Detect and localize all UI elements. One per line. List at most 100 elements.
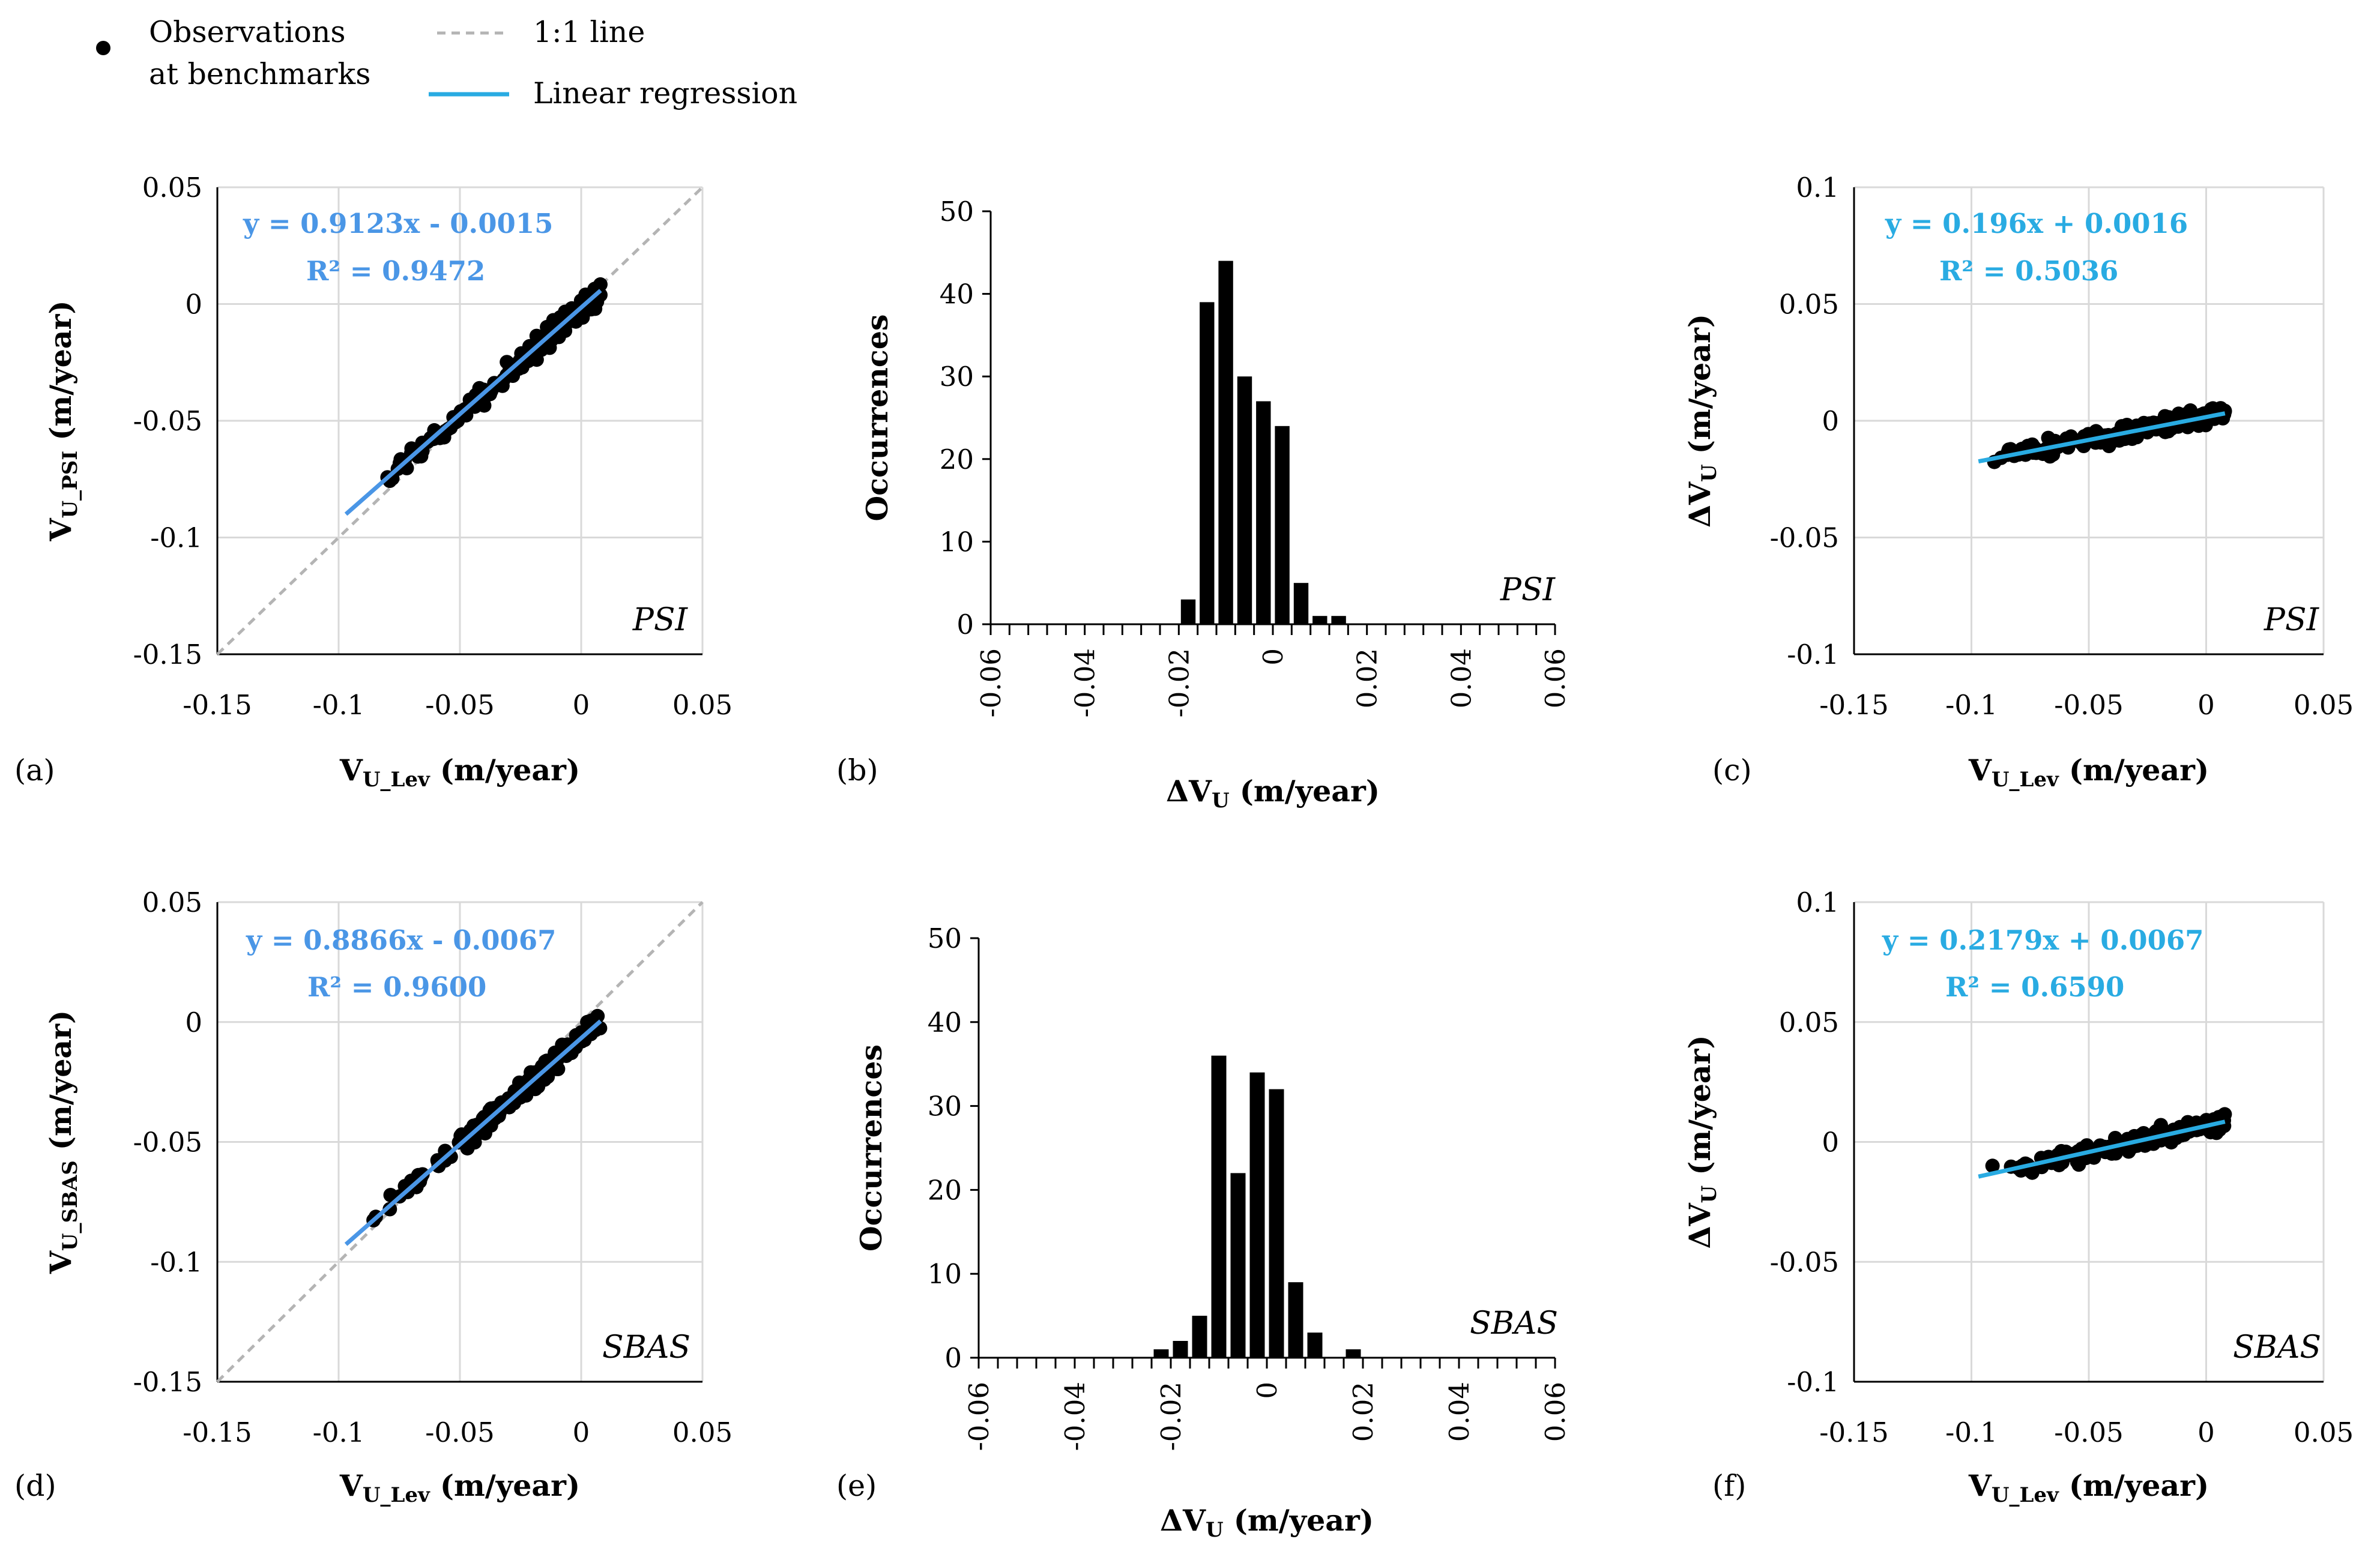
x-tick-label: 0.02 (1347, 1382, 1379, 1442)
method-label: SBAS (1470, 1306, 1558, 1342)
method-label: PSI (632, 602, 689, 638)
chart-panel-f: -0.15 -0.1 -0.05 0 0.05 -0.1 -0.05 0 0.05 0.1 y = … (1682, 887, 2354, 1507)
x-axis-label: ΔVU (m/year) (1160, 1503, 1374, 1542)
x-tick-label: 0.05 (2294, 689, 2354, 721)
panel-label: (f) (1712, 1469, 1746, 1503)
histogram-bar (1312, 616, 1327, 624)
chart-panels: -0.15 -0.1 -0.05 0 0.05 -0.15 -0.1 -0.05 0 0.05 y … (14, 172, 2354, 1542)
r-squared: R² = 0.6590 (1945, 971, 2124, 1003)
method-label: PSI (1500, 572, 1556, 608)
y-tick-label: -0.1 (1787, 1366, 1839, 1398)
y-tick-label: 20 (928, 1174, 962, 1206)
x-axis-label: VU_Lev (m/year) (339, 753, 580, 792)
y-tick-label: -0.15 (133, 1366, 202, 1398)
x-tick-label: -0.15 (1819, 1417, 1888, 1448)
panel-label: (b) (836, 753, 878, 788)
regression-equation: y = 0.8866x - 0.0067 (246, 924, 556, 956)
y-tick-label: -0.15 (133, 639, 202, 670)
y-tick-label: 30 (940, 361, 974, 393)
histogram-bar (1288, 1282, 1303, 1358)
legend-one-to-one-label: 1:1 line (533, 15, 645, 49)
panel-label: (d) (14, 1469, 56, 1503)
x-tick-label: -0.1 (1945, 689, 1998, 721)
y-tick-label: -0.1 (150, 1246, 202, 1278)
x-axis-label: VU_Lev (m/year) (1968, 1468, 2209, 1507)
x-tick-label: 0.04 (1443, 1382, 1475, 1442)
x-tick-label: -0.15 (183, 689, 252, 721)
data-point (2164, 1135, 2179, 1150)
method-label: PSI (2264, 602, 2320, 638)
y-axis-label: ΔVU (m/year) (1682, 1035, 1721, 1248)
y-tick-label: 0 (944, 1342, 962, 1374)
regression-line (344, 289, 602, 516)
x-tick-label: -0.1 (313, 689, 365, 721)
y-tick-label: 30 (928, 1091, 962, 1122)
panel-label: (e) (836, 1469, 877, 1503)
regression-line (1978, 411, 2226, 464)
y-tick-label: -0.05 (1770, 522, 1839, 554)
histogram-bar (1256, 401, 1271, 624)
y-axis-label: Occurrences (854, 1044, 889, 1251)
x-axis-label: VU_Lev (m/year) (1968, 753, 2209, 792)
y-tick-label: 0 (185, 1007, 202, 1038)
y-tick-label: 0 (956, 609, 974, 640)
y-axis-label: ΔVU (m/year) (1682, 314, 1721, 528)
x-tick-label: -0.15 (183, 1417, 252, 1448)
y-tick-label: 10 (928, 1258, 962, 1290)
x-tick-label: -0.02 (1155, 1382, 1187, 1451)
y-tick-label: 0.05 (142, 172, 202, 203)
histogram-bar (1218, 261, 1233, 625)
x-tick-label: 0.06 (1539, 648, 1571, 708)
x-tick-label: 0.06 (1539, 1382, 1571, 1442)
regression-line (344, 1019, 602, 1246)
data-point (1985, 1158, 2000, 1173)
x-tick-label: 0 (1257, 648, 1289, 666)
y-tick-label: 40 (940, 279, 974, 310)
y-tick-label: 0 (1822, 405, 1839, 437)
chart-panel-c: -0.15 -0.1 -0.05 0 0.05 -0.1 -0.05 0 0.05 0.1 y = … (1682, 172, 2354, 792)
chart-panel-b: 0 10 20 30 40 50 -0.06 -0.04 -0.02 0 0.02 0.04 0.06 Δ… (836, 196, 1571, 813)
histogram-bar (1307, 1333, 1323, 1358)
y-tick-label: 40 (928, 1007, 962, 1038)
data-point (2181, 405, 2196, 420)
histogram-bar (1211, 1055, 1227, 1358)
histogram-bar (1237, 376, 1252, 624)
r-squared: R² = 0.9600 (307, 971, 486, 1003)
y-tick-label: 0.05 (1779, 289, 1839, 321)
chart-panel-a: -0.15 -0.1 -0.05 0 0.05 -0.15 -0.1 -0.05 0 0.05 y … (14, 172, 732, 792)
y-axis-label: Occurrences (860, 314, 895, 521)
y-tick-label: -0.05 (133, 1127, 202, 1158)
x-tick-label: 0.05 (2294, 1417, 2354, 1448)
one-to-one-line (216, 901, 704, 1383)
histogram-bar (1200, 302, 1215, 624)
y-tick-label: 0.1 (1796, 887, 1839, 918)
legend-observation-marker (96, 41, 110, 55)
x-tick-label: -0.05 (2054, 689, 2123, 721)
x-tick-label: 0 (1251, 1382, 1283, 1399)
x-tick-label: 0.04 (1445, 648, 1477, 708)
histogram-bar (1269, 1089, 1284, 1358)
regression-equation: y = 0.2179x + 0.0067 (1882, 924, 2204, 956)
x-tick-label: -0.04 (1069, 648, 1101, 717)
x-tick-label: -0.1 (1945, 1417, 1998, 1448)
panel-label: (a) (14, 753, 55, 788)
regression-equation: y = 0.9123x - 0.0015 (243, 208, 553, 239)
r-squared: R² = 0.5036 (1939, 255, 2118, 287)
y-tick-label: -0.1 (150, 522, 202, 554)
x-tick-label: -0.04 (1059, 1382, 1091, 1451)
y-tick-label: 50 (940, 196, 974, 227)
y-axis-label: VU_SBAS (m/year) (43, 1010, 82, 1274)
legend-observations-line1: Observations (149, 15, 346, 49)
histogram-bar (1249, 1072, 1265, 1358)
x-tick-label: -0.1 (313, 1417, 365, 1448)
y-tick-label: 0 (1822, 1127, 1839, 1158)
x-tick-label: -0.06 (963, 1382, 995, 1451)
y-tick-label: -0.1 (1787, 639, 1839, 670)
data-point (2203, 1125, 2218, 1140)
x-tick-label: -0.06 (975, 648, 1007, 717)
x-tick-label: 0.05 (672, 689, 732, 721)
histogram-bar (1346, 1349, 1361, 1358)
legend: Observations at benchmarks 1:1 line Line… (96, 15, 797, 110)
x-tick-label: -0.05 (425, 1417, 494, 1448)
